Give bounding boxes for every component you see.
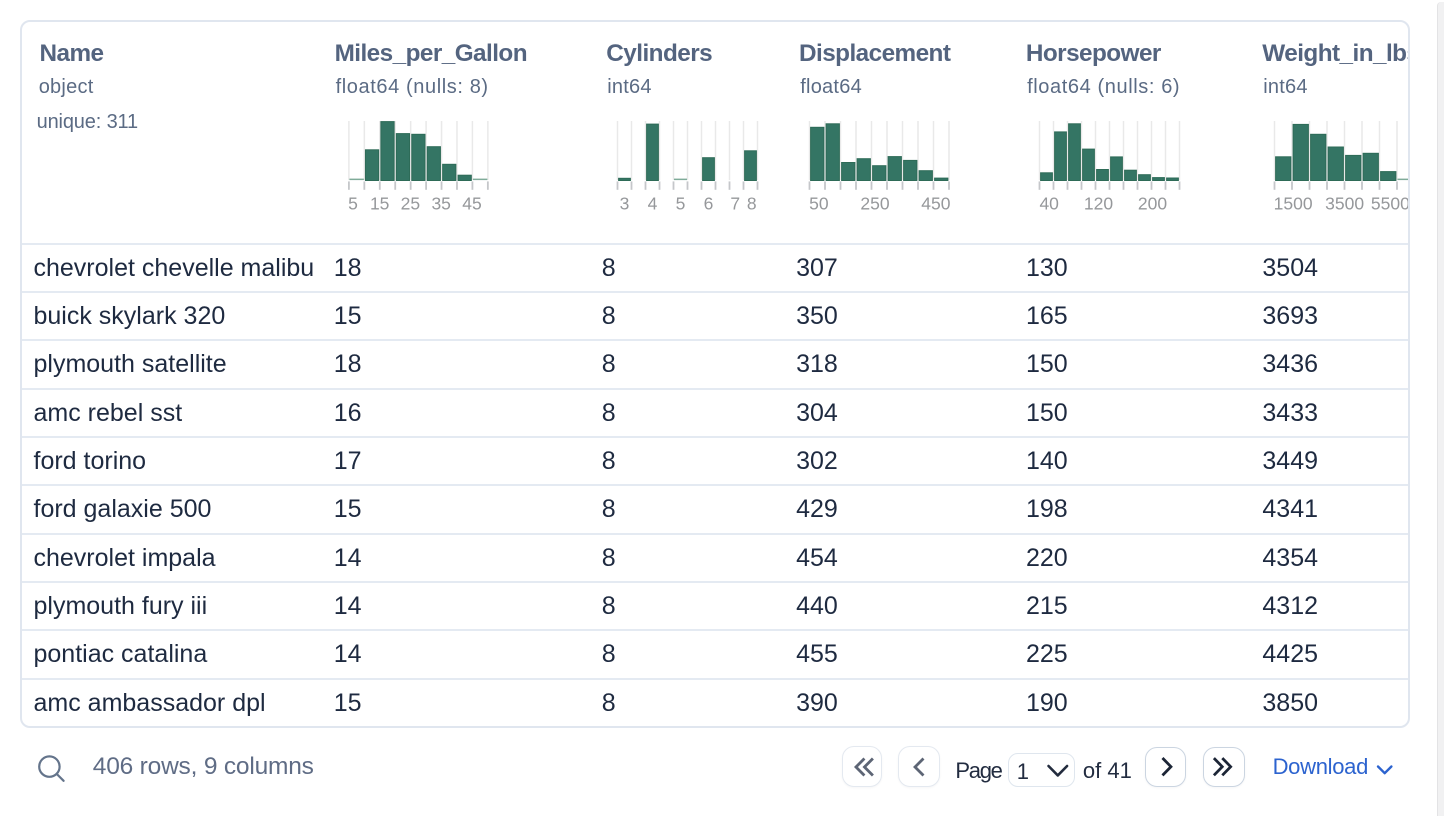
svg-text:6: 6 (704, 193, 714, 213)
svg-text:8: 8 (747, 193, 757, 213)
svg-text:40: 40 (1039, 193, 1059, 213)
svg-text:3: 3 (620, 193, 630, 213)
svg-text:4: 4 (648, 193, 658, 213)
svg-text:5500: 5500 (1371, 193, 1410, 213)
svg-text:200: 200 (1138, 193, 1167, 213)
svg-text:250: 250 (860, 193, 889, 213)
svg-text:15: 15 (370, 193, 389, 213)
svg-text:50: 50 (809, 193, 829, 213)
svg-text:7: 7 (730, 193, 740, 213)
svg-text:450: 450 (921, 193, 950, 213)
svg-text:35: 35 (431, 193, 450, 213)
svg-text:5: 5 (348, 193, 358, 213)
svg-text:25: 25 (401, 193, 420, 213)
svg-text:1500: 1500 (1274, 193, 1313, 213)
svg-text:5: 5 (676, 193, 686, 213)
svg-text:45: 45 (462, 193, 481, 213)
svg-text:120: 120 (1084, 193, 1113, 213)
svg-text:3500: 3500 (1325, 193, 1364, 213)
